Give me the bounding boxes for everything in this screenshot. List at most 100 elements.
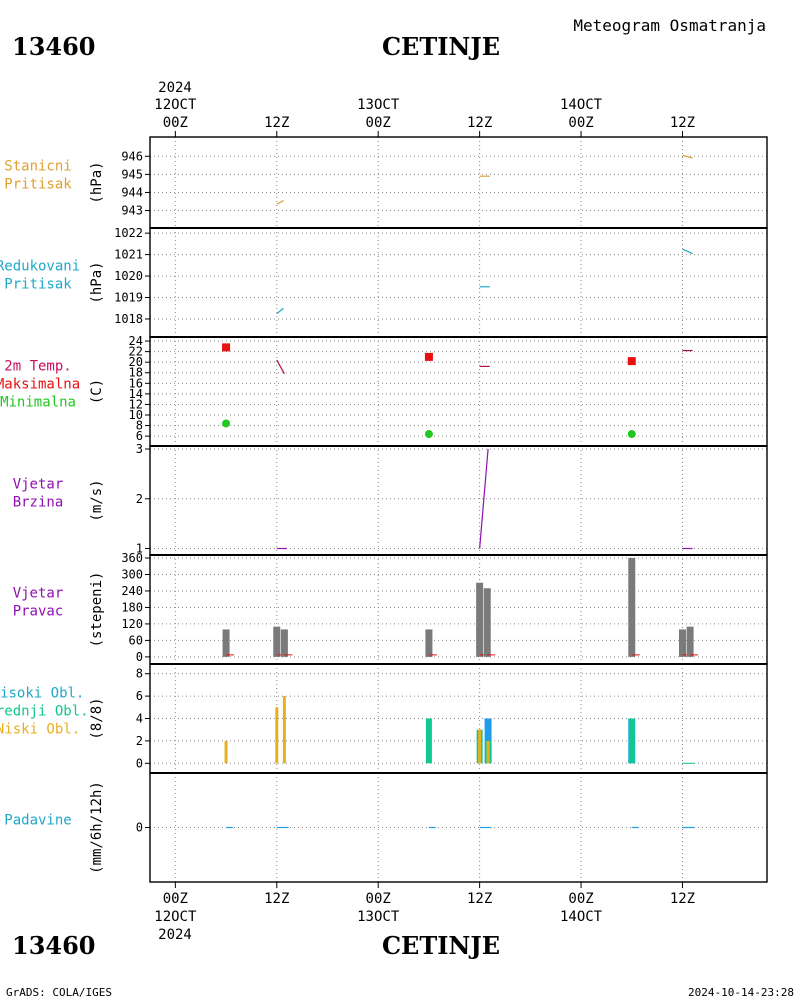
panel-label: Redukovani [0,259,80,275]
top-hour-label: 00Z [568,115,593,131]
station-name-top: CETINJE [382,32,500,61]
wind-direction-bar [273,626,281,657]
y-tick-label: 0 [136,650,143,664]
product-title: Meteogram Osmatranja [573,16,766,35]
y-tick-label: 1022 [114,226,143,240]
wind-direction-bar [483,588,491,657]
bottom-hour-label: 12Z [467,891,492,907]
reduced-pressure-segment [276,307,284,315]
y-tick-label: 24 [129,334,143,348]
bottom-hour-label: 12Z [670,891,695,907]
panel-label: Maksimalna [0,377,80,393]
panel-clouds: 0 2 4 6 8 Visoki Obl. Srednji Obl. Niski Obl. (8… [0,663,768,774]
y-tick-label: 3 [136,442,143,456]
y-tick-label: 8 [136,419,143,433]
panel-wind_direction: 0 60 120 180 240 300 360 Vjetar Pravac (stepeni) [13,551,768,665]
panel-frame [149,336,768,447]
panel-label: Stanicni [4,159,71,175]
panel-label: Pritisak [4,277,72,293]
panel-wind_speed: 1 2 3 Vjetar Brzina (m/s) [13,442,768,556]
panel-label: 2m Temp. [4,359,71,375]
y-unit-label: (8/8) [89,697,105,739]
station-id-top: 13460 [12,32,96,61]
top-date-label: 14OCT [560,97,603,113]
cloud-bar [478,729,482,764]
panel-station_pressure: 943 944 945 946 Stanicni Pritisak (hPa) [4,136,768,229]
y-tick-label: 1020 [114,269,143,283]
y-unit-label: (hPa) [89,261,105,303]
wind-speed-segment [479,448,489,549]
y-tick-label: 6 [136,689,143,703]
y-tick-label: 360 [121,551,143,565]
top-hour-label: 12Z [264,115,289,131]
y-tick-label: 18 [129,366,143,380]
y-tick-label: 12 [129,397,143,411]
top-date-label: 13OCT [357,97,400,113]
y-tick-label: 300 [121,567,143,581]
panel-frame [149,554,768,665]
panel-label: Padavine [4,813,71,829]
y-tick-label: 2 [136,492,143,506]
y-tick-label: 1021 [114,248,143,262]
bottom-hour-label: 00Z [163,891,188,907]
panel-reduced_pressure: 1018 1019 1020 1021 1022 Redukovani Pritisak (h… [0,226,768,338]
panel-frame [149,445,768,556]
wind-direction-bar [280,629,288,657]
panel-label: Minimalna [0,395,76,411]
year-label-bottom: 2024 [158,927,192,943]
pressure-segment [682,154,693,159]
cloud-bar [628,718,635,764]
y-unit-label: (m/s) [89,479,105,521]
tmax-marker [424,352,433,361]
reduced-pressure-segment [682,248,693,255]
wind-direction-bar [425,629,433,657]
panel-label: Pritisak [4,177,72,193]
top-hour-label: 12Z [467,115,492,131]
pressure-segment [276,200,284,205]
bottom-hour-label: 12Z [264,891,289,907]
panel-label: Niski Obl. [0,722,80,738]
y-tick-label: 180 [121,600,143,614]
tmin-marker [424,430,433,439]
cloud-bar [282,696,286,764]
bottom-date-label: 14OCT [560,909,603,925]
tmin-marker [222,419,231,428]
panel-label: Srednji Obl. [0,704,89,720]
data-layer [276,448,693,550]
y-tick-label: 1018 [114,312,143,326]
y-tick-label: 6 [136,429,143,443]
panel-label: Vjetar [13,586,64,602]
y-tick-label: 945 [121,167,143,181]
panel-label: Visoki Obl. [0,686,84,702]
top-time-axis: 2024 00Z 12OCT 12Z 00Z 13OCT 12Z 00Z 14OCT 12Z [154,80,695,131]
y-tick-label: 14 [129,387,143,401]
y-tick-label: 120 [121,617,143,631]
top-date-label: 12OCT [154,97,197,113]
panel-label: Brzina [13,495,64,511]
y-tick-label: 2 [136,734,143,748]
wind-direction-bar [476,582,484,657]
tmin-marker [627,430,636,439]
wind-direction-bar [628,558,636,657]
y-tick-label: 10 [129,408,143,422]
data-layer [276,154,693,205]
panel-frame [149,136,768,229]
y-tick-label: 8 [136,667,143,681]
temp-segment [276,359,285,375]
data-layer [276,248,693,315]
cloud-bar [486,740,490,764]
year-label-top: 2024 [158,80,192,96]
y-tick-label: 946 [121,149,143,163]
y-tick-label: 0 [136,756,143,770]
y-tick-label: 944 [121,185,143,199]
station-id-bottom: 13460 [12,931,96,960]
y-unit-label: (stepeni) [89,572,105,648]
y-unit-label: (C) [89,379,105,404]
bottom-date-label: 13OCT [357,909,400,925]
cloud-bar [275,707,279,764]
y-unit-label: (mm/6h/12h) [89,781,105,874]
wind-direction-bar [678,629,686,657]
